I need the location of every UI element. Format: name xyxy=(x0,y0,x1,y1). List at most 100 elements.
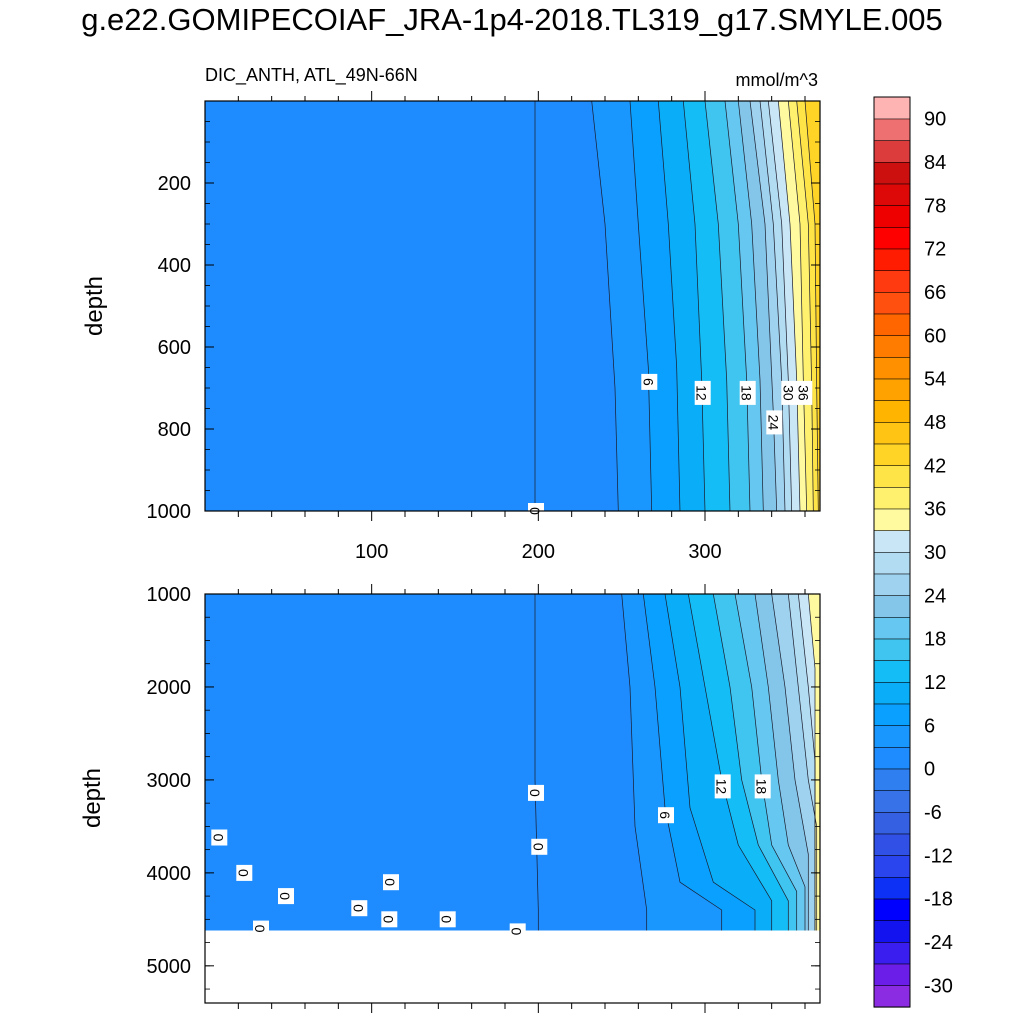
colorbar-tick-label: -6 xyxy=(924,802,942,824)
colorbar-cell xyxy=(873,855,911,878)
svg-text:0: 0 xyxy=(380,915,396,923)
colorbar-tick-label: -18 xyxy=(924,889,953,911)
colorbar-cell xyxy=(873,118,911,141)
svg-text:0: 0 xyxy=(509,928,525,936)
top-contour-label-8: 24 xyxy=(765,410,783,435)
colorbar-cell xyxy=(873,638,911,661)
colorbar-cell xyxy=(873,205,911,228)
top-contour-line-39 xyxy=(796,101,814,511)
bottom-y-tick-label: 3000 xyxy=(147,770,192,792)
top-x-tick-label: 300 xyxy=(688,541,721,563)
bottom-contour-line-3 xyxy=(621,594,648,931)
bottom-y-tick-label: 1000 xyxy=(147,584,192,606)
colorbar-cell xyxy=(873,833,911,856)
colorbar-cell xyxy=(873,226,911,250)
colorbar-cell xyxy=(873,595,911,618)
bottom-contour-line-6 xyxy=(642,594,723,931)
svg-text:0: 0 xyxy=(210,834,226,842)
top-x-tick-label: 100 xyxy=(355,541,388,563)
bottom-contour-label-zero-7: 0 xyxy=(439,911,456,928)
top-contour-line-33 xyxy=(777,101,801,511)
bottom-contour-label-zero-4: 0 xyxy=(350,900,368,917)
bottom-seafloor-mask xyxy=(205,930,820,1003)
bottom-contour-label-zero-2: 0 xyxy=(277,888,294,905)
colorbar-cell xyxy=(873,790,911,813)
bottom-contour-line-24 xyxy=(771,594,809,931)
colorbar-cell xyxy=(873,811,911,835)
colorbar-tick-label: 42 xyxy=(924,455,946,477)
colorbar-tick-label: -30 xyxy=(924,975,953,997)
colorbar-cell xyxy=(873,876,911,900)
bottom-contour-line-18 xyxy=(734,594,798,931)
colorbar-tick-label: 54 xyxy=(924,369,946,391)
svg-text:0: 0 xyxy=(530,843,546,851)
colorbar-cell xyxy=(873,183,911,206)
colorbar-cell xyxy=(873,270,911,293)
bottom-y-axis-label: depth xyxy=(79,768,106,828)
colorbar-cell xyxy=(873,356,911,380)
svg-text:12: 12 xyxy=(714,779,730,795)
bottom-contour-line-21 xyxy=(754,594,806,931)
bottom-contour-labels: 0 6 12 18 0 0 0 0 0 0 0 0 0 0 xyxy=(210,774,771,940)
svg-text:18: 18 xyxy=(754,779,770,795)
colorbar-tick-label: 78 xyxy=(924,195,946,217)
colorbar-tick-label: 12 xyxy=(924,672,946,694)
bottom-y-tick-label: 4000 xyxy=(147,863,192,885)
bottom-contour-panel: 0 6 12 18 0 0 0 0 0 0 0 0 0 0 1000 2000 3000 4000 5000 de… xyxy=(79,584,821,1013)
colorbar-cell xyxy=(873,248,911,271)
colorbar-tick-label: 24 xyxy=(924,585,946,607)
bottom-contour-label-zero-0: 0 xyxy=(210,829,228,846)
top-contour-label-2: 6 xyxy=(640,373,658,390)
bottom-contour-label-zero-6: 0 xyxy=(380,911,398,928)
svg-text:0: 0 xyxy=(527,789,543,797)
colorbar-tick-label: 66 xyxy=(924,282,946,304)
top-contour-label-12: 36 xyxy=(795,380,813,405)
colorbar-cell xyxy=(873,941,911,965)
colorbar-cell xyxy=(873,898,911,921)
colorbar-cell xyxy=(873,703,911,726)
svg-text:12: 12 xyxy=(694,385,710,401)
colorbar-cell xyxy=(873,660,911,683)
top-contour-line-30 xyxy=(767,101,793,511)
top-y-tick-label: 200 xyxy=(158,173,191,195)
svg-text:30: 30 xyxy=(780,385,796,401)
svg-text:0: 0 xyxy=(235,869,251,877)
colorbar-cell xyxy=(873,616,911,640)
bottom-contour-label-zero-3: 0 xyxy=(252,920,269,937)
colorbar-cell xyxy=(873,291,911,315)
bottom-contour-label-zero-9: 0 xyxy=(530,838,548,855)
top-right-label: mmol/m^3 xyxy=(736,70,818,90)
colorbar-tick-label: 60 xyxy=(924,325,946,347)
colorbar-cell xyxy=(873,985,911,1008)
bottom-band-33 xyxy=(808,594,820,931)
colorbar-tick-label: 48 xyxy=(924,412,946,434)
top-contour-line-27 xyxy=(759,101,786,511)
colorbar-cell xyxy=(873,313,911,336)
top-y-tick-label: 1000 xyxy=(147,501,192,523)
colorbar-tick-label: 30 xyxy=(924,542,946,564)
bottom-contour-label-4: 12 xyxy=(714,774,731,799)
top-contour-line-6 xyxy=(629,101,653,511)
top-contour-label-6: 18 xyxy=(739,380,756,405)
colorbar-tick-label: 6 xyxy=(924,715,935,737)
top-contour-line-18 xyxy=(724,101,751,511)
top-contour-line-12 xyxy=(682,101,706,511)
top-x-tick-label: 200 xyxy=(522,541,555,563)
colorbar-cell xyxy=(873,551,911,575)
colorbar-cell xyxy=(873,681,911,705)
bottom-contour-line-27 xyxy=(787,594,818,931)
svg-text:24: 24 xyxy=(765,415,781,431)
top-y-tick-label: 400 xyxy=(158,255,191,277)
top-left-label: DIC_ANTH, ATL_49N-66N xyxy=(205,65,418,86)
bottom-contour-line-9 xyxy=(664,594,756,931)
colorbar-cell xyxy=(873,508,911,531)
top-contour-line-36 xyxy=(787,101,808,511)
colorbar-tick-label: -24 xyxy=(924,932,953,954)
bottom-contour-label-zero-1: 0 xyxy=(235,864,253,881)
colorbar-tick-label: 36 xyxy=(924,499,946,521)
colorbar-tick-label: -12 xyxy=(924,845,953,867)
colorbar-cell xyxy=(873,335,911,358)
colorbar-cell xyxy=(873,400,911,423)
bottom-contour-label-zero-8: 0 xyxy=(509,923,526,940)
